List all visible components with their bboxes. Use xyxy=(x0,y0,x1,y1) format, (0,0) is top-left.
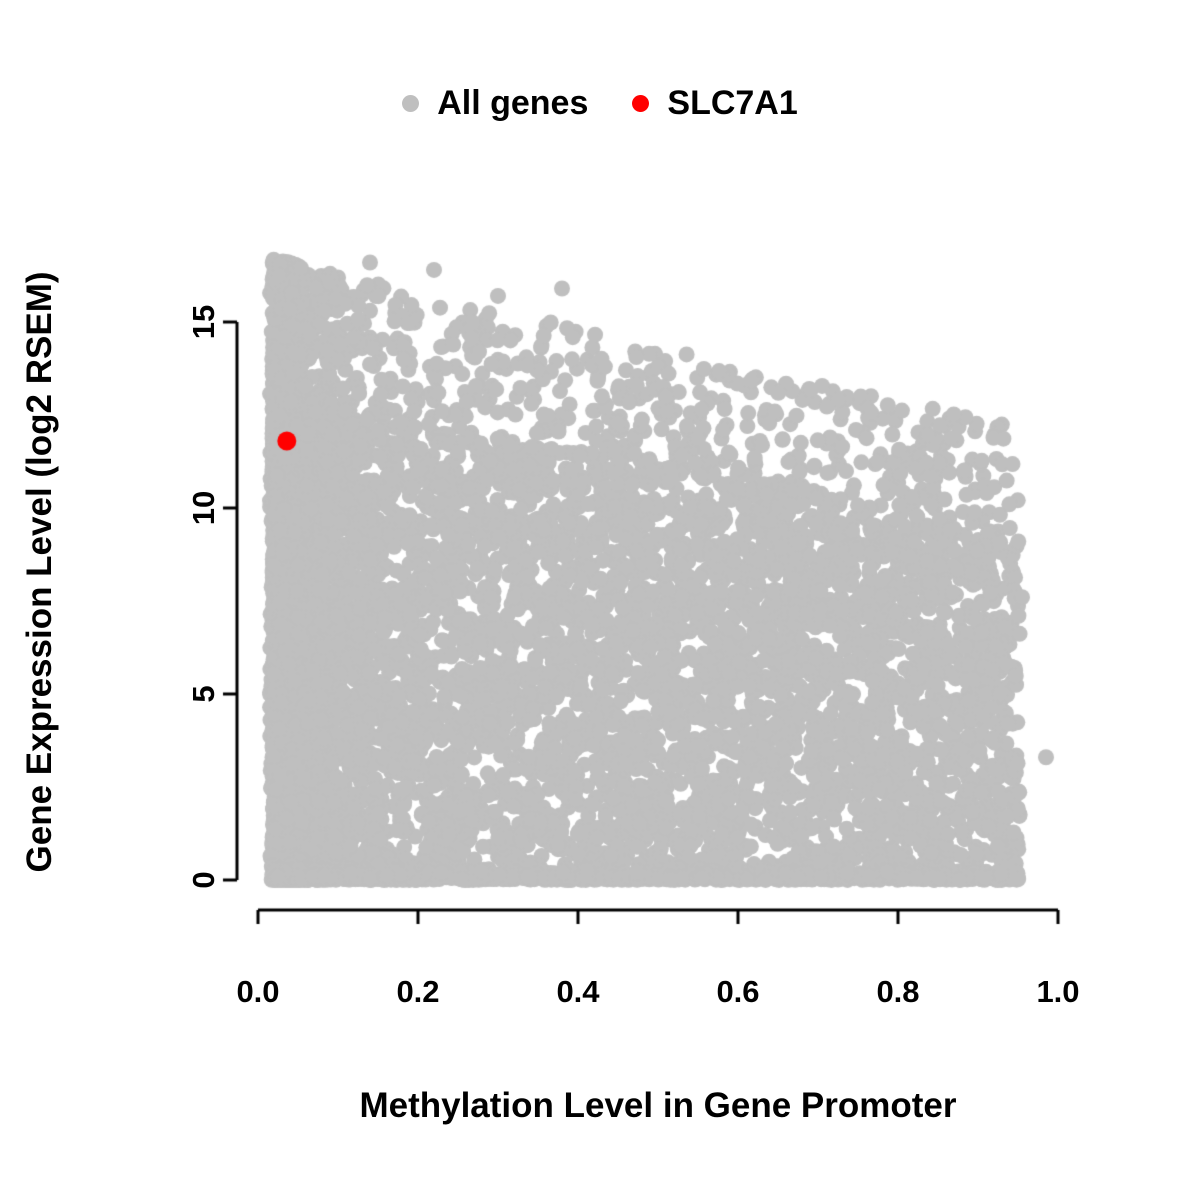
legend: All genes SLC7A1 xyxy=(0,84,1200,123)
y-tick-label: 0 xyxy=(186,871,221,889)
y-tick-label: 10 xyxy=(186,490,221,526)
legend-dot-slc7a1 xyxy=(632,95,650,112)
x-tick-label: 1.0 xyxy=(1036,974,1080,1009)
legend-dot-all-genes xyxy=(402,95,420,112)
y-tick-label: 5 xyxy=(186,685,221,703)
y-axis-title: Gene Expression Level (log2 RSEM) xyxy=(20,271,59,873)
x-tick-label: 0.8 xyxy=(876,974,920,1009)
x-tick-label: 0.4 xyxy=(556,974,600,1009)
y-tick-label: 15 xyxy=(186,304,221,340)
legend-label-all-genes: All genes xyxy=(437,84,589,122)
x-tick-label: 0.2 xyxy=(396,974,440,1009)
legend-item-all-genes: All genes xyxy=(402,84,588,123)
legend-label-slc7a1: SLC7A1 xyxy=(667,84,798,122)
x-tick-label: 0.6 xyxy=(716,974,760,1009)
legend-item-slc7a1: SLC7A1 xyxy=(632,84,798,123)
x-tick-label: 0.0 xyxy=(236,974,280,1009)
x-axis-title: Methylation Level in Gene Promoter xyxy=(359,1086,957,1125)
